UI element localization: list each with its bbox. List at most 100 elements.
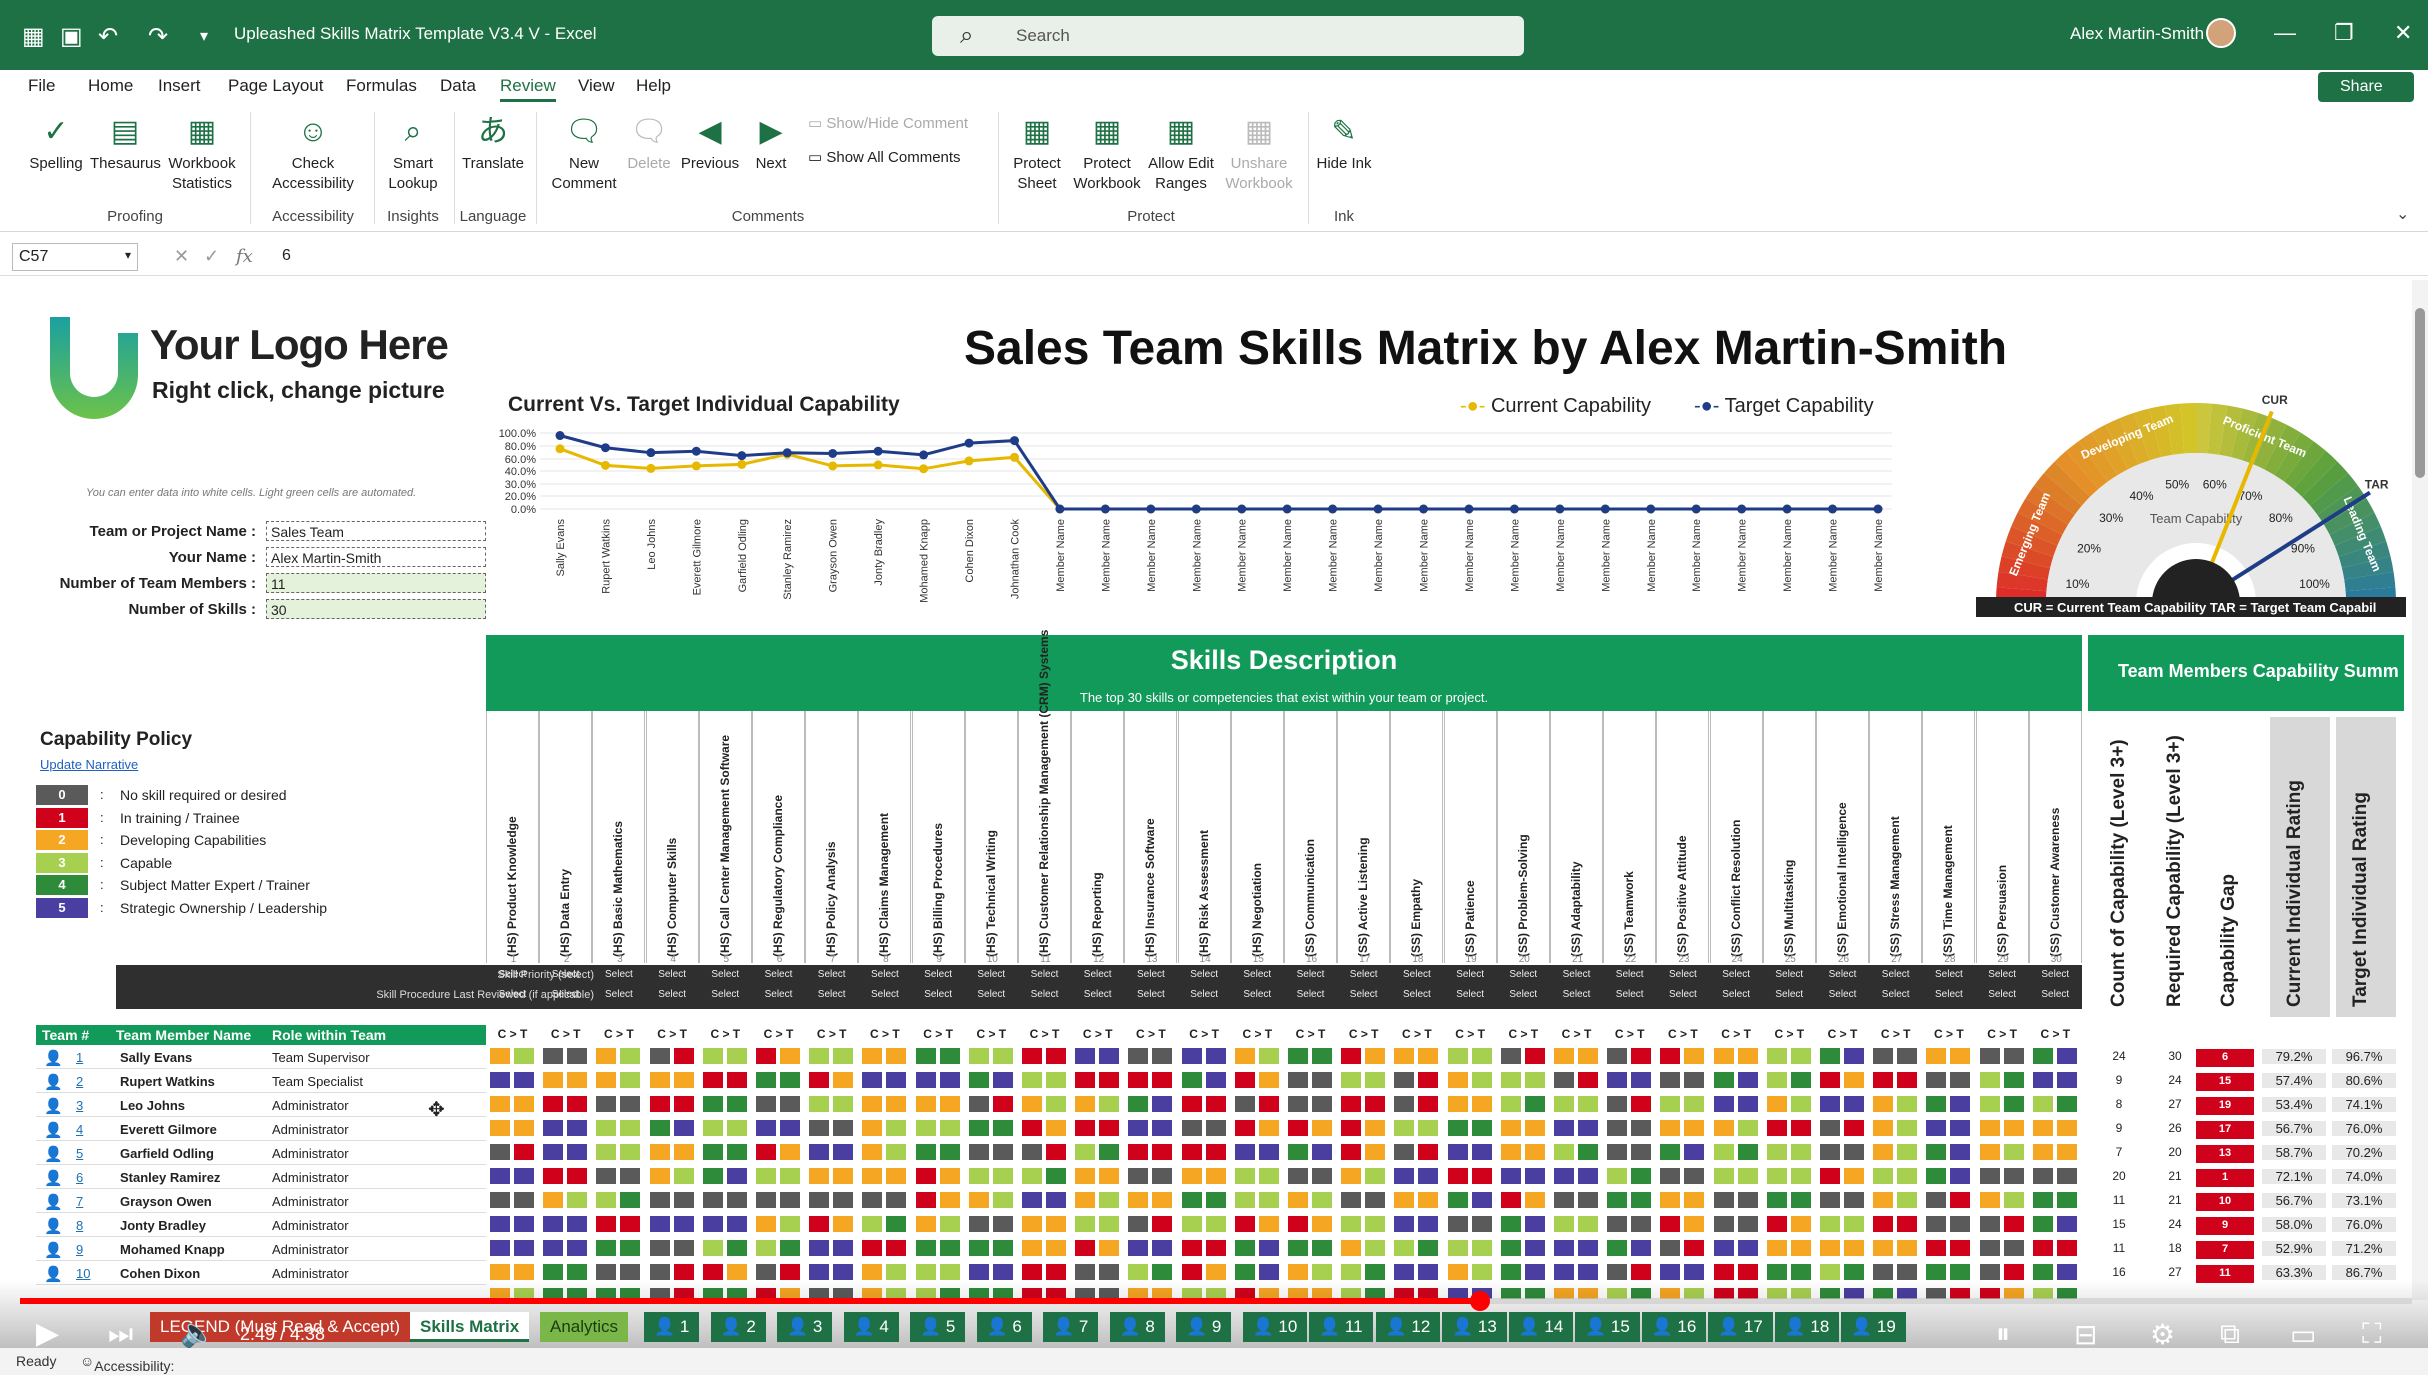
skill-cell[interactable]	[1180, 1047, 1203, 1065]
skill-cell[interactable]	[1949, 1191, 1972, 1209]
redo-icon[interactable]: ↷	[148, 23, 169, 50]
priority-select[interactable]: Select	[977, 969, 1006, 980]
skill-cell[interactable]	[1311, 1287, 1333, 1299]
skill-cell[interactable]	[808, 1191, 831, 1209]
skill-cell[interactable]	[648, 1239, 671, 1257]
priority-select[interactable]: Select	[924, 969, 952, 980]
skill-cell[interactable]	[1364, 1047, 1387, 1065]
skill-cell[interactable]	[595, 1047, 618, 1065]
skill-cell[interactable]	[1204, 1215, 1227, 1233]
skill-cell[interactable]	[1393, 1047, 1416, 1065]
skill-cell[interactable]	[1819, 1239, 1841, 1257]
skill-cell[interactable]	[566, 1215, 589, 1233]
skill-cell[interactable]	[1446, 1287, 1469, 1299]
skill-cell[interactable]	[595, 1143, 618, 1161]
skill-cell[interactable]	[1630, 1119, 1653, 1137]
skill-cell[interactable]	[1340, 1191, 1363, 1209]
skill-cell[interactable]	[1311, 1143, 1333, 1161]
skill-cell[interactable]	[779, 1167, 801, 1185]
skill-cell[interactable]	[779, 1095, 801, 1113]
skill-cell[interactable]	[1098, 1287, 1121, 1299]
priority-select[interactable]: Select	[1988, 989, 2016, 1000]
skill-cell[interactable]	[1257, 1071, 1280, 1089]
skill-cell[interactable]	[1843, 1263, 1865, 1281]
skill-cell[interactable]	[1819, 1071, 1841, 1089]
skill-cell[interactable]	[1577, 1167, 1599, 1185]
skill-cell[interactable]	[967, 1119, 990, 1137]
priority-select[interactable]: Select	[1402, 989, 1431, 1000]
skill-cell[interactable]	[1819, 1263, 1841, 1281]
skill-cell[interactable]	[1045, 1119, 1067, 1137]
skill-cell[interactable]	[1896, 1263, 1919, 1281]
skill-cell[interactable]	[1340, 1167, 1363, 1185]
skill-cell[interactable]	[1683, 1071, 1706, 1089]
skill-cell[interactable]	[1630, 1143, 1653, 1161]
priority-select[interactable]: Select	[1775, 969, 1804, 980]
skill-cell[interactable]	[1872, 1095, 1895, 1113]
skill-cell[interactable]	[1180, 1215, 1203, 1233]
skill-cell[interactable]	[1606, 1047, 1629, 1065]
restore-icon[interactable]: ❐	[2334, 20, 2354, 45]
skill-cell[interactable]	[595, 1215, 618, 1233]
skill-cell[interactable]	[1789, 1071, 1812, 1089]
skill-cell[interactable]	[1553, 1239, 1575, 1257]
name-box[interactable]: C57 ▾	[12, 243, 138, 271]
skill-cell[interactable]	[619, 1047, 642, 1065]
skill-cell[interactable]	[1925, 1167, 1948, 1185]
tab-member[interactable]: 👤 13	[1442, 1312, 1507, 1342]
skill-cell[interactable]	[1074, 1095, 1097, 1113]
skill-cell[interactable]	[1340, 1263, 1363, 1281]
skill-cell[interactable]	[1098, 1239, 1121, 1257]
skill-cell[interactable]	[991, 1047, 1014, 1065]
skill-cell[interactable]	[1151, 1071, 1174, 1089]
menu-view[interactable]: View	[578, 76, 615, 95]
field-input[interactable]: Alex Martin-Smith	[266, 547, 486, 567]
skill-cell[interactable]	[1470, 1047, 1493, 1065]
skill-cell[interactable]	[1311, 1095, 1333, 1113]
hide-ink-button[interactable]: ✎ Hide Ink	[1316, 110, 1372, 174]
priority-select[interactable]: Select	[658, 989, 686, 1000]
skill-cell[interactable]	[1098, 1119, 1121, 1137]
skill-cell[interactable]	[1021, 1047, 1043, 1065]
skill-cell[interactable]	[1659, 1287, 1682, 1299]
skill-cell[interactable]	[725, 1047, 748, 1065]
skill-cell[interactable]	[1683, 1167, 1706, 1185]
member-number[interactable]: 6	[76, 1170, 84, 1185]
skill-cell[interactable]	[1233, 1119, 1256, 1137]
customize-qat-icon[interactable]: ▾	[200, 28, 209, 45]
skill-cell[interactable]	[1765, 1263, 1788, 1281]
priority-select[interactable]: Select	[551, 969, 580, 980]
skill-column-header[interactable]: (HS) Basic Mathematics 3	[592, 711, 646, 965]
skill-cell[interactable]	[1257, 1119, 1280, 1137]
skill-cell[interactable]	[1872, 1143, 1895, 1161]
skill-cell[interactable]	[1311, 1047, 1333, 1065]
skill-cell[interactable]	[1233, 1215, 1256, 1233]
skill-cell[interactable]	[755, 1071, 777, 1089]
skill-cell[interactable]	[1364, 1143, 1387, 1161]
skill-cell[interactable]	[1712, 1263, 1735, 1281]
priority-select[interactable]: Select	[1030, 969, 1059, 980]
skill-cell[interactable]	[1925, 1215, 1948, 1233]
skill-cell[interactable]	[938, 1047, 961, 1065]
tab-member[interactable]: 👤 3	[777, 1312, 833, 1342]
skill-cell[interactable]	[2002, 1263, 2025, 1281]
skill-cell[interactable]	[542, 1263, 565, 1281]
skill-cell[interactable]	[967, 1239, 990, 1257]
skill-cell[interactable]	[1765, 1119, 1788, 1137]
skill-cell[interactable]	[1843, 1287, 1865, 1299]
skill-column-header[interactable]: (HS) Product Knowledge 1	[486, 711, 539, 965]
skill-cell[interactable]	[1127, 1047, 1150, 1065]
priority-select[interactable]: Select	[1722, 989, 1750, 1000]
skill-cell[interactable]	[779, 1287, 801, 1299]
skill-cell[interactable]	[2055, 1143, 2078, 1161]
skill-cell[interactable]	[1499, 1119, 1522, 1137]
play-icon[interactable]: ▶	[36, 1317, 60, 1350]
skill-cell[interactable]	[914, 1287, 937, 1299]
protect-workbook-button[interactable]: ▦ Protect Workbook	[1070, 110, 1144, 194]
skill-column-header[interactable]: (SS) Multitasking 25	[1762, 711, 1816, 965]
skill-cell[interactable]	[1364, 1167, 1387, 1185]
skill-cell[interactable]	[513, 1167, 535, 1185]
fullscreen-icon[interactable]: ⛶	[2362, 1318, 2382, 1349]
skill-cell[interactable]	[1736, 1167, 1759, 1185]
priority-select[interactable]: Select	[870, 969, 899, 980]
